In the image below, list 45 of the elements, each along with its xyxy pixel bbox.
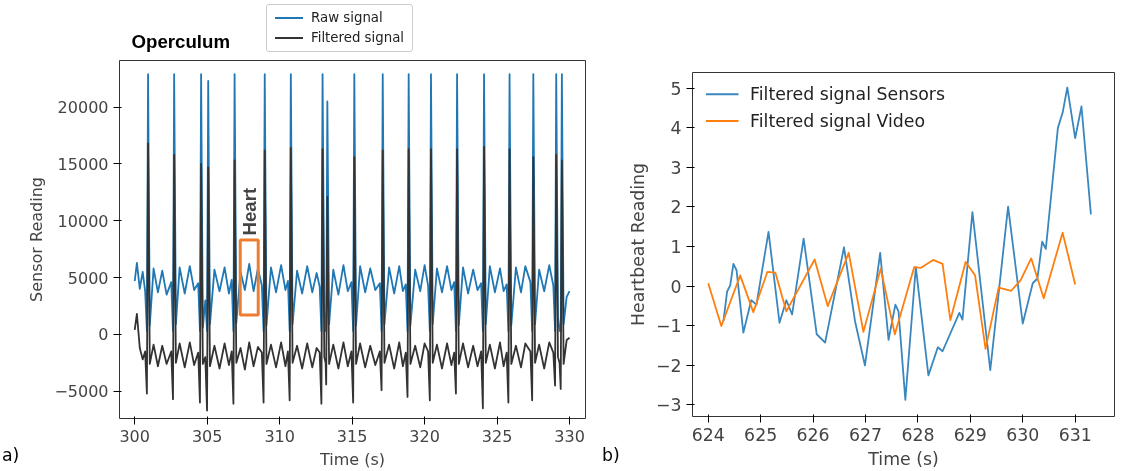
- text: a): [2, 444, 20, 467]
- y-tick-label: 4: [670, 118, 682, 139]
- y-tick-label: −3: [655, 395, 682, 416]
- x-tick-label: 625: [744, 424, 778, 445]
- x-tick-label: 325: [481, 426, 513, 446]
- y-axis-title: Sensor Reading: [27, 177, 47, 302]
- y-tick-label: 0: [98, 325, 109, 345]
- x-axis-title: Time (s): [867, 448, 939, 469]
- line-series: [133, 142, 571, 412]
- legend-label: Filtered signal Video: [750, 110, 926, 131]
- legend-label: Filtered signal Sensors: [750, 84, 945, 105]
- x-tick-label: 305: [191, 426, 223, 446]
- line-series: [707, 231, 1077, 350]
- y-tick-label: 1: [670, 236, 682, 257]
- y-tick-label: 5: [670, 78, 682, 99]
- y-tick-label: 5000: [67, 268, 109, 288]
- y-tick-label: 3: [670, 157, 682, 178]
- x-tick-label: 300: [119, 426, 150, 446]
- x-tick-label: 631: [1058, 424, 1092, 445]
- text: b): [602, 444, 620, 467]
- x-tick-label: 626: [796, 424, 830, 445]
- annotation: Heart: [238, 187, 260, 236]
- x-tick-label: 320: [409, 426, 440, 446]
- y-tick-label: 2: [670, 197, 682, 218]
- legend-label: Raw signal: [310, 9, 384, 27]
- annotation: Operculum: [130, 30, 230, 54]
- x-axis-title: Time (s): [318, 449, 386, 469]
- y-axis-title: Heartbeat Reading: [627, 162, 648, 327]
- legend-label: Filtered signal: [310, 29, 405, 47]
- line-series: [722, 86, 1092, 401]
- x-tick-label: 629: [953, 424, 987, 445]
- y-tick-label: 15000: [57, 154, 109, 174]
- x-tick-label: 310: [264, 426, 295, 446]
- y-tick-label: −5000: [54, 382, 109, 402]
- x-tick-label: 627: [848, 424, 883, 445]
- y-tick-label: −1: [655, 316, 682, 337]
- x-tick-label: 330: [554, 426, 585, 446]
- x-tick-label: 315: [336, 426, 368, 446]
- y-tick-label: 10000: [57, 211, 109, 231]
- y-tick-label: 0: [670, 276, 682, 297]
- x-tick-label: 624: [691, 424, 725, 445]
- x-tick-label: 628: [901, 424, 935, 445]
- y-tick-label: 20000: [57, 98, 109, 118]
- x-tick-label: 630: [1006, 424, 1040, 445]
- y-tick-label: −2: [655, 355, 682, 376]
